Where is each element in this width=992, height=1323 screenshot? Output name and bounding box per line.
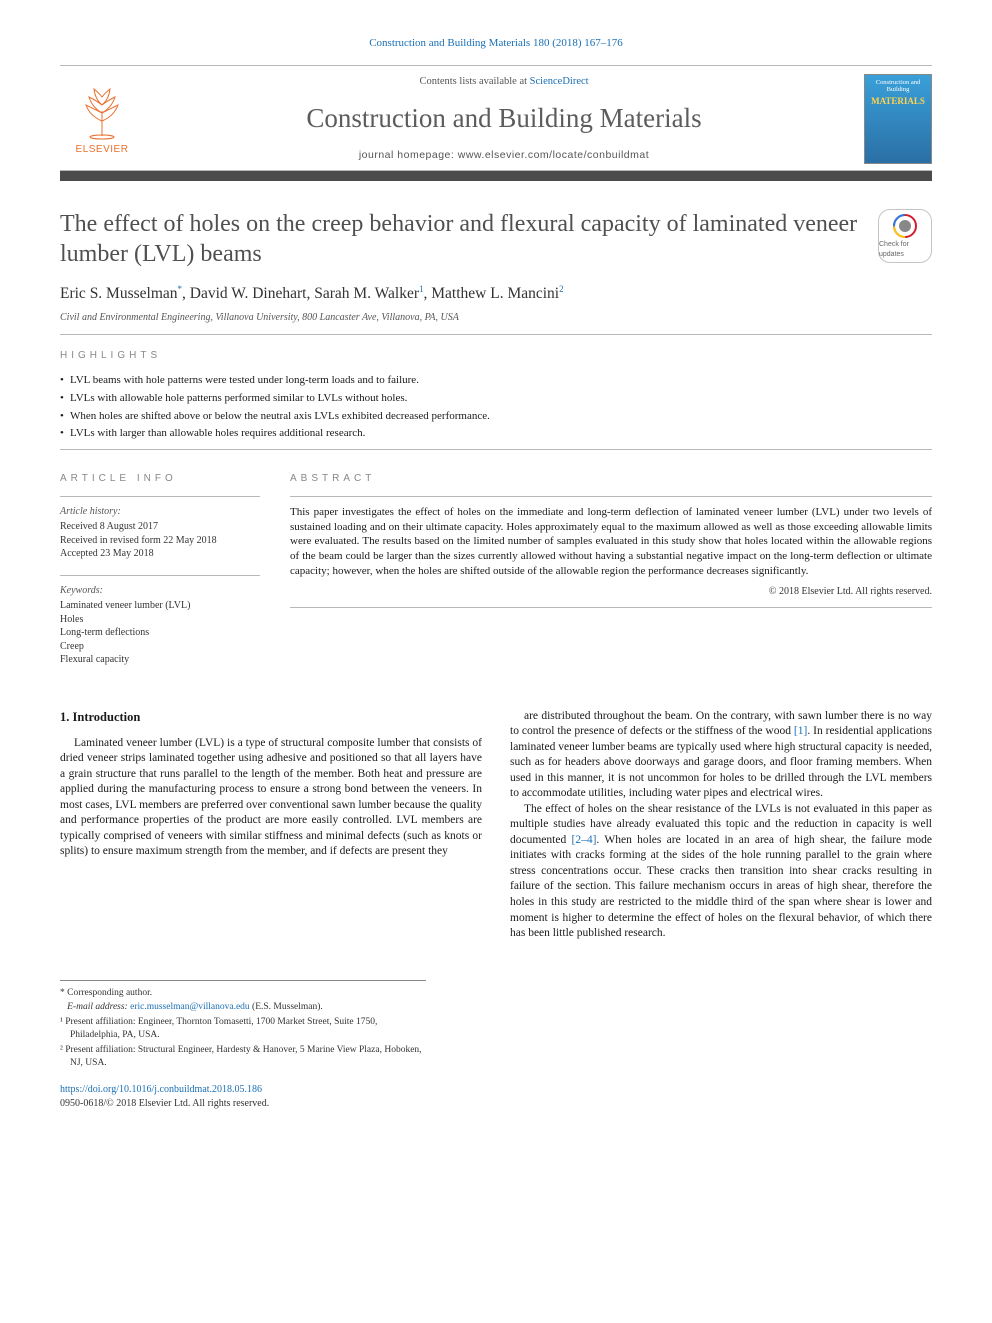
crossmark-badge[interactable]: Check for updates bbox=[878, 209, 932, 263]
doi-line: https://doi.org/10.1016/j.conbuildmat.20… bbox=[60, 1083, 932, 1097]
article-title: The effect of holes on the creep behavio… bbox=[60, 209, 862, 269]
body-column-right: are distributed throughout the beam. On … bbox=[510, 709, 932, 942]
keywords-block: Keywords: Laminated veneer lumber (LVL) … bbox=[60, 584, 260, 667]
intro-para-1: Laminated veneer lumber (LVL) is a type … bbox=[60, 736, 482, 860]
abstract-copyright: © 2018 Elsevier Ltd. All rights reserved… bbox=[290, 585, 932, 599]
footnote-corresponding: * Corresponding author. bbox=[60, 987, 426, 1000]
highlight-item: LVL beams with hole patterns were tested… bbox=[60, 373, 932, 388]
footnote-email: E-mail address: eric.musselman@villanova… bbox=[60, 1001, 426, 1014]
rule bbox=[290, 607, 932, 608]
footnote-1: ¹ Present affiliation: Engineer, Thornto… bbox=[60, 1016, 426, 1042]
keywords-heading: Keywords: bbox=[60, 584, 260, 598]
footnotes: * Corresponding author. E-mail address: … bbox=[60, 980, 426, 1070]
header-center: Contents lists available at ScienceDirec… bbox=[144, 75, 864, 162]
journal-name: Construction and Building Materials bbox=[144, 100, 864, 136]
article-info-column: ARTICLE INFO Article history: Received 8… bbox=[60, 458, 260, 681]
keyword: Long-term deflections bbox=[60, 626, 260, 640]
top-citation: Construction and Building Materials 180 … bbox=[60, 36, 932, 51]
author-2: David W. Dinehart bbox=[190, 285, 307, 302]
history-heading: Article history: bbox=[60, 505, 260, 519]
highlights-label: HIGHLIGHTS bbox=[60, 349, 932, 363]
history-line: Accepted 23 May 2018 bbox=[60, 547, 260, 561]
author-list: Eric S. Musselman*, David W. Dinehart, S… bbox=[60, 283, 932, 305]
keyword: Holes bbox=[60, 613, 260, 627]
cover-title-line2: MATERIALS bbox=[871, 95, 925, 107]
abstract-column: ABSTRACT This paper investigates the eff… bbox=[290, 458, 932, 681]
issn-copyright-line: 0950-0618/© 2018 Elsevier Ltd. All right… bbox=[60, 1097, 932, 1111]
para3b: . When holes are located in an area of h… bbox=[510, 834, 932, 939]
author-4-mark: 2 bbox=[559, 284, 564, 294]
article-info-label: ARTICLE INFO bbox=[60, 472, 260, 486]
author-1: Eric S. Musselman bbox=[60, 285, 178, 302]
email-link[interactable]: eric.musselman@villanova.edu bbox=[130, 1002, 250, 1012]
publisher-logo: ELSEVIER bbox=[60, 77, 144, 161]
homepage-prefix: journal homepage: bbox=[359, 149, 458, 161]
rule bbox=[60, 449, 932, 450]
cover-title-line1: Construction and Building bbox=[867, 79, 929, 93]
email-suffix: (E.S. Musselman). bbox=[250, 1002, 323, 1012]
email-label: E-mail address: bbox=[67, 1002, 130, 1012]
keyword: Flexural capacity bbox=[60, 653, 260, 667]
author-4: Matthew L. Mancini bbox=[431, 285, 559, 302]
highlight-item: LVLs with allowable hole patterns perfor… bbox=[60, 391, 932, 406]
rule bbox=[290, 496, 932, 497]
title-row: The effect of holes on the creep behavio… bbox=[60, 209, 932, 269]
footnote-2: ² Present affiliation: Structural Engine… bbox=[60, 1044, 426, 1070]
history-line: Received in revised form 22 May 2018 bbox=[60, 534, 260, 548]
highlights-list: LVL beams with hole patterns were tested… bbox=[60, 373, 932, 441]
highlights-block: LVL beams with hole patterns were tested… bbox=[60, 373, 932, 441]
crossmark-icon bbox=[891, 212, 919, 240]
highlight-item: LVLs with larger than allowable holes re… bbox=[60, 426, 932, 441]
abstract-label: ABSTRACT bbox=[290, 472, 932, 486]
homepage-url[interactable]: www.elsevier.com/locate/conbuildmat bbox=[458, 149, 649, 161]
rule bbox=[60, 334, 932, 335]
rule bbox=[60, 575, 260, 576]
article-history: Article history: Received 8 August 2017 … bbox=[60, 505, 260, 561]
doi-link[interactable]: https://doi.org/10.1016/j.conbuildmat.20… bbox=[60, 1084, 262, 1095]
header-divider-bar bbox=[60, 171, 932, 181]
intro-para-2: are distributed throughout the beam. On … bbox=[510, 709, 932, 802]
citation-link[interactable]: [2–4] bbox=[572, 834, 597, 846]
keyword: Laminated veneer lumber (LVL) bbox=[60, 599, 260, 613]
journal-cover-thumbnail: Construction and Building MATERIALS bbox=[864, 74, 932, 164]
sciencedirect-line: Contents lists available at ScienceDirec… bbox=[144, 75, 864, 89]
sciencedirect-link[interactable]: ScienceDirect bbox=[530, 76, 589, 87]
rule bbox=[60, 496, 260, 497]
abstract-text: This paper investigates the effect of ho… bbox=[290, 505, 932, 579]
keyword: Creep bbox=[60, 640, 260, 654]
elsevier-tree-icon bbox=[72, 81, 132, 141]
sep: , bbox=[182, 285, 190, 302]
body-columns: 1. Introduction Laminated veneer lumber … bbox=[60, 709, 932, 942]
body-column-left: 1. Introduction Laminated veneer lumber … bbox=[60, 709, 482, 942]
affiliation: Civil and Environmental Engineering, Vil… bbox=[60, 311, 932, 325]
sd-prefix: Contents lists available at bbox=[419, 76, 529, 87]
author-3: Sarah M. Walker bbox=[314, 285, 419, 302]
intro-para-3: The effect of holes on the shear resista… bbox=[510, 802, 932, 942]
journal-header: ELSEVIER Contents lists available at Sci… bbox=[60, 65, 932, 171]
highlight-item: When holes are shifted above or below th… bbox=[60, 409, 932, 424]
homepage-line: journal homepage: www.elsevier.com/locat… bbox=[144, 148, 864, 162]
crossmark-label: Check for updates bbox=[879, 240, 931, 259]
intro-heading: 1. Introduction bbox=[60, 709, 482, 726]
history-line: Received 8 August 2017 bbox=[60, 520, 260, 534]
publisher-name: ELSEVIER bbox=[76, 143, 129, 157]
info-abstract-row: ARTICLE INFO Article history: Received 8… bbox=[60, 458, 932, 681]
citation-link[interactable]: [1] bbox=[794, 725, 807, 737]
